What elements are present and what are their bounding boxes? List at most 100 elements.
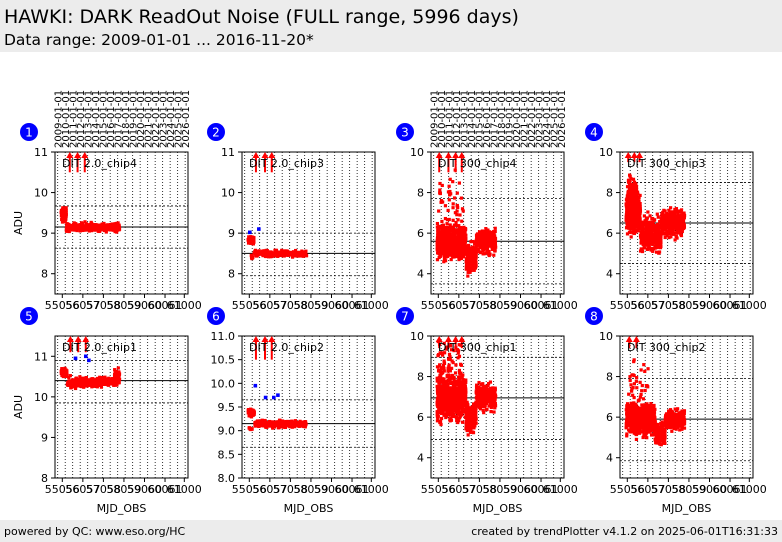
data-point <box>76 377 80 382</box>
data-point <box>248 427 252 431</box>
data-point <box>627 182 632 186</box>
data-point <box>303 421 308 425</box>
data-point <box>97 225 101 229</box>
x-tick-label: 60061 <box>148 299 183 312</box>
data-point <box>678 209 682 213</box>
data-point <box>659 235 663 239</box>
data-point <box>655 244 659 248</box>
data-point <box>256 253 260 257</box>
data-point <box>626 225 630 229</box>
data-point <box>438 419 443 424</box>
panel-number: 6 <box>212 310 220 324</box>
data-point <box>64 206 68 210</box>
plot-frame <box>241 151 376 295</box>
data-point <box>84 375 88 380</box>
data-point <box>679 213 683 217</box>
data-point <box>668 216 672 221</box>
data-point <box>663 235 667 240</box>
data-point <box>469 246 473 250</box>
data-point <box>275 250 279 254</box>
data-point <box>448 253 452 257</box>
data-point <box>487 230 492 234</box>
data-point <box>466 256 470 261</box>
x-tick-label: 61000 <box>354 483 389 496</box>
data-point <box>463 233 467 237</box>
data-point <box>442 412 446 416</box>
data-point <box>490 247 495 252</box>
data-point <box>106 223 110 227</box>
data-point <box>279 419 284 424</box>
data-point <box>625 194 629 198</box>
x-axis-label: MJD_OBS <box>97 502 147 515</box>
data-point <box>106 227 110 231</box>
data-point <box>672 210 677 215</box>
data-point <box>638 210 642 214</box>
data-point <box>438 191 443 196</box>
data-point <box>643 246 647 250</box>
data-point <box>71 384 75 388</box>
data-point <box>670 212 674 216</box>
data-point <box>105 378 109 382</box>
data-point <box>249 240 253 244</box>
data-point <box>444 247 449 251</box>
data-point <box>459 249 464 253</box>
data-point <box>456 218 460 222</box>
data-point <box>630 193 634 197</box>
data-point <box>448 412 453 417</box>
data-point <box>649 237 654 241</box>
date-tick-label: 2025-01-01 <box>550 90 561 148</box>
data-point <box>99 385 103 389</box>
panel-number: 1 <box>25 126 33 140</box>
data-point <box>634 223 638 228</box>
data-point <box>460 219 464 223</box>
data-point <box>627 230 632 235</box>
data-point <box>630 183 634 188</box>
y-tick-label: 4 <box>606 268 613 281</box>
panel-label: DIT 2.0_chip2 <box>249 341 324 354</box>
data-point <box>461 420 465 424</box>
data-point <box>466 245 470 249</box>
data-point <box>464 267 468 271</box>
data-point <box>491 239 495 243</box>
data-point <box>444 235 448 239</box>
data-point <box>462 240 466 245</box>
data-point <box>446 369 450 373</box>
data-point <box>629 230 633 234</box>
data-point <box>484 230 488 235</box>
data-point <box>250 238 254 242</box>
data-point <box>645 235 649 239</box>
data-point <box>637 207 642 211</box>
y-tick-label: 8 <box>41 268 48 281</box>
data-point <box>452 227 456 232</box>
data-point <box>61 209 65 213</box>
data-point <box>61 216 66 221</box>
data-point <box>454 220 458 225</box>
data-point <box>472 266 476 270</box>
data-point <box>634 185 639 189</box>
data-point <box>659 233 663 237</box>
data-point <box>258 424 262 428</box>
data-point <box>290 255 295 259</box>
date-tick-label: 2013-01-01 <box>84 90 95 148</box>
data-point <box>648 214 652 218</box>
data-point <box>468 249 473 253</box>
data-point <box>92 223 96 227</box>
data-point <box>494 245 498 249</box>
data-point <box>628 222 632 226</box>
y-axis-label: ADU <box>12 395 25 419</box>
data-point <box>451 206 455 210</box>
date-tick-label: 2020-01-01 <box>136 90 147 148</box>
data-point <box>269 255 273 259</box>
data-point <box>438 181 442 186</box>
y-tick-label: 4 <box>417 268 424 281</box>
data-point <box>91 384 95 388</box>
y-tick-label: 10.0 <box>211 377 236 390</box>
data-point <box>66 382 70 386</box>
data-point <box>435 379 439 383</box>
outlier-point <box>257 227 261 231</box>
data-point <box>438 188 442 192</box>
data-point <box>65 226 69 230</box>
data-point <box>454 231 458 235</box>
data-point <box>450 374 455 378</box>
report-header: HAWKI: DARK ReadOut Noise (FULL range, 5… <box>0 0 782 52</box>
